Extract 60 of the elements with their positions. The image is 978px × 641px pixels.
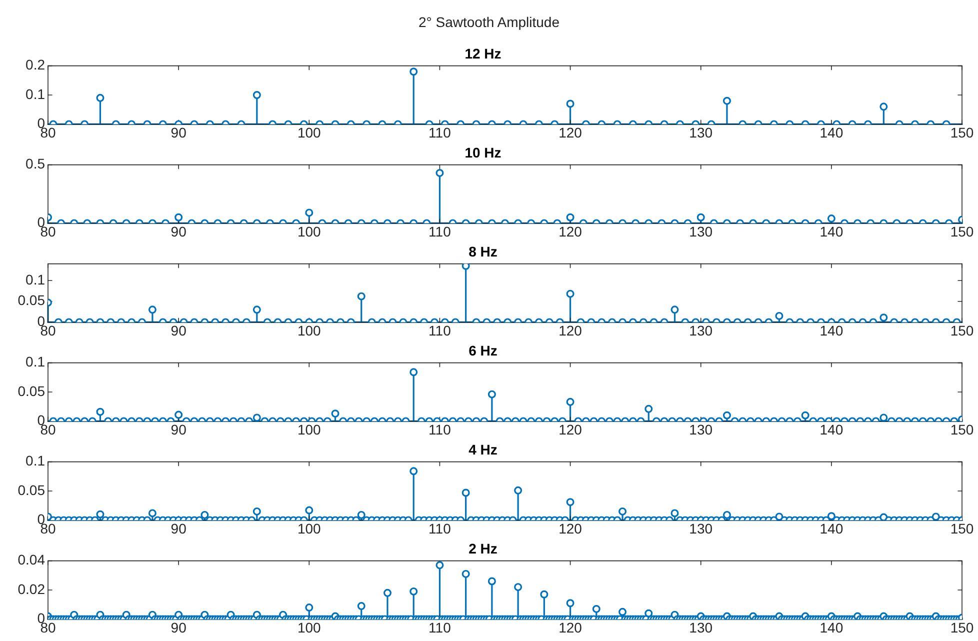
x-tick-label: 100 (297, 619, 322, 636)
y-tick-label: 0.1 (26, 86, 46, 102)
x-tick-label: 140 (820, 421, 844, 438)
x-tick-label: 140 (820, 322, 844, 338)
x-tick-label: 150 (950, 322, 974, 338)
chart-title: 10 Hz (464, 144, 502, 160)
y-tick-label: 0.1 (26, 271, 46, 288)
x-tick-label: 90 (170, 124, 187, 140)
x-tick-label: 140 (820, 520, 844, 536)
x-tick-label: 120 (558, 322, 582, 338)
x-tick-label: 100 (297, 421, 322, 438)
x-tick-label: 120 (558, 421, 582, 438)
y-tick-label: 0.05 (18, 482, 46, 498)
y-tick-label: 0.02 (18, 580, 46, 597)
x-tick-label: 120 (558, 124, 582, 140)
x-tick-label: 110 (428, 223, 452, 240)
y-tick-label: 0.5 (26, 156, 46, 172)
x-tick-label: 150 (950, 124, 974, 140)
x-tick-label: 140 (820, 223, 844, 240)
y-tick-label: 0.05 (18, 292, 46, 308)
chart-title: 6 Hz (468, 342, 498, 358)
chart-title: 4 Hz (468, 441, 498, 458)
x-tick-label: 150 (950, 619, 974, 636)
x-tick-label: 90 (170, 520, 187, 536)
x-tick-label: 140 (820, 619, 844, 636)
x-tick-label: 100 (297, 322, 322, 338)
x-tick-label: 90 (170, 421, 187, 438)
x-tick-label: 150 (950, 421, 974, 438)
x-tick-label: 140 (820, 124, 844, 140)
x-tick-label: 130 (689, 619, 713, 636)
x-tick-label: 120 (558, 520, 582, 536)
x-tick-label: 110 (428, 619, 452, 636)
chart-title: 12 Hz (464, 45, 502, 62)
x-tick-label: 150 (950, 520, 974, 536)
text: 2° Sawtooth Amplitude (418, 14, 560, 30)
y-tick-label: 0.04 (18, 552, 46, 568)
x-tick-label: 100 (297, 124, 322, 140)
x-tick-label: 130 (689, 520, 713, 536)
x-tick-label: 130 (689, 421, 713, 438)
chart-title: 8 Hz (468, 243, 498, 260)
x-tick-label: 150 (950, 223, 974, 240)
x-tick-label: 130 (689, 322, 713, 338)
x-tick-label: 90 (170, 322, 187, 338)
x-tick-label: 120 (558, 223, 582, 240)
x-tick-label: 120 (558, 619, 582, 636)
x-tick-label: 110 (428, 520, 452, 536)
x-tick-label: 100 (297, 520, 322, 536)
x-tick-label: 110 (428, 421, 452, 438)
chart-title: 2 Hz (468, 540, 498, 556)
x-tick-label: 90 (170, 223, 187, 240)
x-tick-label: 100 (297, 223, 322, 240)
x-tick-label: 130 (689, 124, 713, 140)
x-tick-label: 90 (170, 619, 187, 636)
y-tick-label: 0.05 (18, 382, 46, 399)
x-tick-label: 110 (428, 322, 452, 338)
x-tick-label: 110 (428, 124, 452, 140)
x-tick-label: 130 (689, 223, 713, 240)
y-tick-label: 0.1 (26, 452, 46, 469)
y-tick-label: 0.1 (26, 354, 46, 370)
y-tick-label: 0.2 (26, 56, 46, 73)
